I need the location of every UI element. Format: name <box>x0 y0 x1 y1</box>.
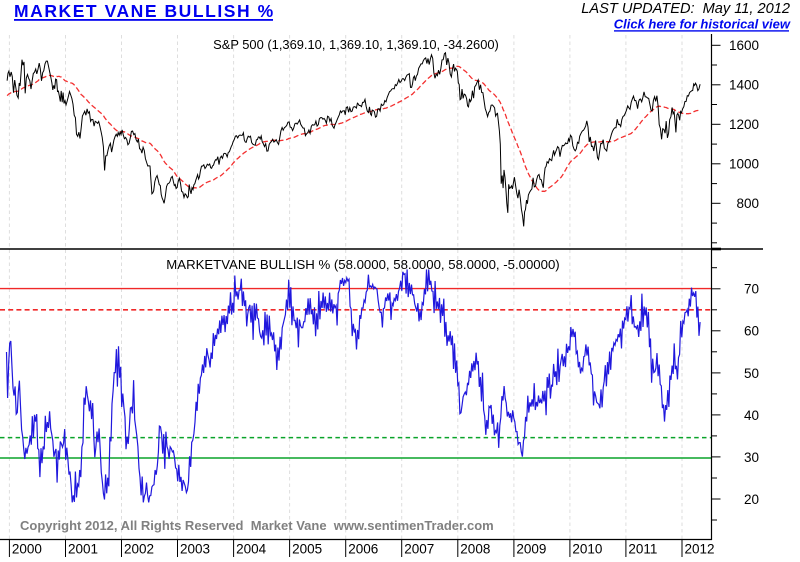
svg-text:40: 40 <box>744 408 759 423</box>
svg-text:1400: 1400 <box>729 78 759 93</box>
svg-text:20: 20 <box>744 492 759 507</box>
svg-text:MARKET VANE BULLISH %: MARKET VANE BULLISH % <box>14 1 275 21</box>
svg-text:2001: 2001 <box>68 542 98 557</box>
svg-text:50: 50 <box>744 366 759 381</box>
svg-text:2011: 2011 <box>628 542 657 557</box>
svg-text:Copyright 2012, All Rights Res: Copyright 2012, All Rights Reserved Mark… <box>20 518 494 533</box>
svg-text:30: 30 <box>744 450 759 465</box>
svg-text:S&P 500 (1,369.10, 1,369.10, 1: S&P 500 (1,369.10, 1,369.10, 1,369.10, -… <box>213 37 499 52</box>
svg-text:2003: 2003 <box>180 542 210 557</box>
svg-text:2007: 2007 <box>404 542 434 557</box>
svg-text:2010: 2010 <box>572 542 602 557</box>
svg-text:Click here for historical view: Click here for historical view <box>614 17 791 32</box>
svg-text:2002: 2002 <box>124 542 154 557</box>
svg-text:1600: 1600 <box>729 38 759 53</box>
svg-text:1000: 1000 <box>729 157 759 172</box>
svg-text:LAST UPDATED: May 11, 2012: LAST UPDATED: May 11, 2012 <box>581 1 790 17</box>
svg-text:2006: 2006 <box>348 542 378 557</box>
svg-text:2009: 2009 <box>516 542 546 557</box>
svg-text:800: 800 <box>736 196 759 211</box>
svg-text:2000: 2000 <box>12 542 42 557</box>
svg-text:1200: 1200 <box>729 117 759 132</box>
svg-text:60: 60 <box>744 324 759 339</box>
svg-text:70: 70 <box>744 282 759 297</box>
svg-text:2004: 2004 <box>236 542 267 557</box>
svg-text:2005: 2005 <box>292 542 322 557</box>
svg-text:2012: 2012 <box>685 542 715 557</box>
svg-text:2008: 2008 <box>460 542 490 557</box>
svg-text:MARKETVANE BULLISH % (58.0000,: MARKETVANE BULLISH % (58.0000, 58.0000, … <box>166 257 559 272</box>
